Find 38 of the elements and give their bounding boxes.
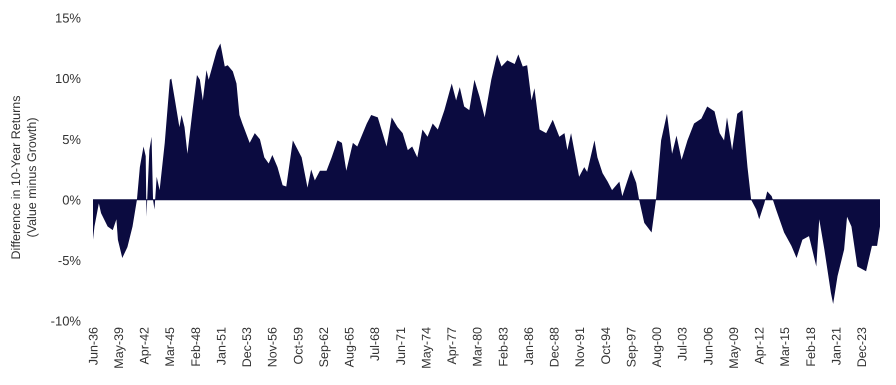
x-tick-label: May-09: [726, 326, 741, 369]
x-tick-label: Jul-68: [368, 326, 382, 362]
x-tick-label: Dec-88: [548, 326, 562, 368]
x-tick-label: Mar-45: [163, 326, 178, 367]
x-tick-label: Jan-21: [829, 326, 844, 366]
y-tick-label: -10%: [50, 314, 82, 329]
x-tick-label: Feb-48: [188, 326, 203, 367]
x-tick-label: Jul-03: [676, 326, 690, 362]
x-tick-label: Jun-36: [86, 326, 100, 366]
x-tick-label: Nov-56: [266, 326, 280, 368]
x-tick-label: Feb-83: [496, 326, 510, 367]
x-tick-label: Apr-77: [445, 326, 460, 365]
x-tick-label: Dec-53: [240, 326, 254, 368]
x-tick-label: Jan-86: [522, 326, 536, 366]
x-tick-label: Mar-15: [778, 326, 792, 367]
y-axis-title: Difference in 10-Year Returns (Value minus Growth): [9, 96, 39, 260]
x-tick-label: Nov-91: [573, 326, 588, 368]
x-tick-label: May-39: [112, 326, 126, 369]
y-tick-label: 10%: [54, 71, 82, 86]
y-tick-label: -5%: [58, 252, 82, 268]
x-tick-label: Dec-23: [855, 326, 870, 368]
y-tick-label: 5%: [62, 132, 82, 147]
x-tick-label: Apr-42: [138, 326, 152, 365]
x-tick-label: Oct-94: [598, 326, 613, 365]
x-tick-label: Jan-51: [214, 326, 228, 366]
x-tick-label: Jun-71: [394, 326, 408, 366]
x-tick-label: Mar-80: [470, 326, 485, 367]
x-tick-label: Aug-65: [342, 326, 357, 368]
x-tick-label: Sep-62: [316, 326, 331, 368]
y-tick-label: 0%: [62, 192, 82, 208]
x-tick-label: Jun-06: [701, 326, 716, 366]
x-tick-label: May-74: [419, 326, 434, 369]
x-tick-label: Sep-97: [624, 326, 638, 368]
x-tick-label: Apr-12: [752, 326, 767, 365]
x-tick-label: Oct-59: [291, 326, 306, 365]
y-tick-label: 15%: [54, 10, 82, 26]
x-tick-label: Feb-18: [804, 326, 818, 367]
x-tick-label: Aug-00: [650, 326, 664, 368]
